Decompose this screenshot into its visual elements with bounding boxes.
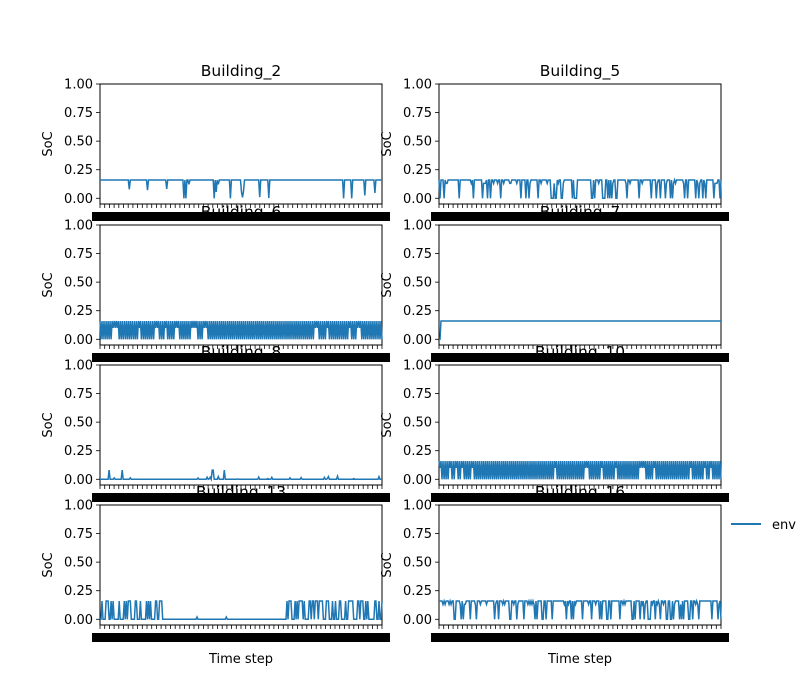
y-tick-label: 0.25 xyxy=(64,584,93,599)
y-tick-label: 0.50 xyxy=(64,135,93,150)
series-line-env xyxy=(438,460,722,480)
y-tick-label: 0.75 xyxy=(403,527,432,542)
subplot-title: Building_16 xyxy=(535,483,625,502)
y-tick-label: 0.75 xyxy=(403,247,432,262)
series-line-env xyxy=(439,598,722,621)
axes-frame xyxy=(438,224,722,346)
x-tick-label-band xyxy=(92,212,390,221)
subplot-title: Building_2 xyxy=(201,62,282,81)
subplot-title: Building_6 xyxy=(201,203,282,222)
y-tick-label: 0.50 xyxy=(403,135,432,150)
y-tick-label: 1.00 xyxy=(64,219,93,234)
x-tick-label-band xyxy=(92,633,390,642)
y-tick-label: 0.75 xyxy=(403,387,432,402)
x-tick-label-band xyxy=(92,353,390,362)
series-line-env xyxy=(438,177,722,200)
y-tick-label: 1.00 xyxy=(64,359,93,374)
y-tick-label: 0.75 xyxy=(64,106,93,121)
y-tick-label: 0.50 xyxy=(403,416,432,431)
y-tick-label: 0.25 xyxy=(403,304,432,319)
y-tick-label: 0.00 xyxy=(403,333,432,348)
subplot-6: 0.00 0.25 0.50 0.75 1.00 SoC Building_10 xyxy=(380,343,729,502)
subplot-5: 0.00 0.25 0.50 0.75 1.00 SoC Building_8 xyxy=(41,343,390,502)
y-tick-label: 0.75 xyxy=(64,527,93,542)
y-tick-label: 0.00 xyxy=(403,613,432,628)
subplot-2: 0.00 0.25 0.50 0.75 1.00 SoC Building_5 xyxy=(380,62,729,221)
y-axis-label: SoC xyxy=(41,131,56,156)
x-tick-label-band xyxy=(431,633,729,642)
y-tick-label: 0.25 xyxy=(403,584,432,599)
y-tick-label: 1.00 xyxy=(64,499,93,514)
y-tick-label: 0.50 xyxy=(403,276,432,291)
x-tick-labels xyxy=(92,204,390,221)
axes-frame xyxy=(99,364,383,486)
y-tick-label: 0.25 xyxy=(403,163,432,178)
x-tick-labels xyxy=(92,345,390,362)
x-tick-labels xyxy=(431,485,729,502)
subplot-4: 0.00 0.25 0.50 0.75 1.00 SoC Building_7 xyxy=(380,203,729,362)
y-tick-label: 1.00 xyxy=(403,359,432,374)
y-tick-label: 1.00 xyxy=(403,499,432,514)
y-tick-label: 0.25 xyxy=(403,444,432,459)
x-tick-label-band xyxy=(92,493,390,502)
y-axis-label: SoC xyxy=(380,272,395,297)
subplot-1: 0.00 0.25 0.50 0.75 1.00 SoC Building_2 xyxy=(41,62,390,221)
y-axis-label: SoC xyxy=(41,272,56,297)
y-tick-label: 0.50 xyxy=(403,556,432,571)
x-tick-labels xyxy=(92,625,390,642)
y-axis-label: SoC xyxy=(380,412,395,437)
y-tick-label: 0.75 xyxy=(64,247,93,262)
subplot-3: 0.00 0.25 0.50 0.75 1.00 SoC Building_6 xyxy=(41,203,390,362)
y-axis-label: SoC xyxy=(380,552,395,577)
y-tick-label: 0.00 xyxy=(64,613,93,628)
subplot-8: 0.00 0.25 0.50 0.75 1.00 SoC Building_16 Time s… xyxy=(380,483,729,667)
y-tick-label: 0.00 xyxy=(64,333,93,348)
subplot-title: Building_10 xyxy=(535,343,625,362)
y-tick-label: 1.00 xyxy=(403,219,432,234)
subplot-7: 0.00 0.25 0.50 0.75 1.00 SoC Building_13 Time s… xyxy=(41,483,390,667)
subplot-grid: 0.00 0.25 0.50 0.75 1.00 SoC Building_2 0.00 0.2… xyxy=(41,62,729,667)
y-tick-label: 0.25 xyxy=(64,163,93,178)
y-axis-label: SoC xyxy=(41,552,56,577)
x-tick-label-band xyxy=(431,212,729,221)
legend-label-env: env xyxy=(772,518,796,533)
subplot-title: Building_8 xyxy=(201,343,282,362)
y-tick-label: 0.00 xyxy=(403,473,432,488)
subplot-title: Building_7 xyxy=(540,203,621,222)
x-tick-labels xyxy=(431,204,729,221)
x-axis-label: Time step xyxy=(547,652,612,667)
y-tick-label: 0.50 xyxy=(64,556,93,571)
series-line-env xyxy=(99,320,383,340)
y-tick-label: 1.00 xyxy=(403,78,432,93)
y-tick-label: 0.75 xyxy=(64,387,93,402)
subplot-title: Building_5 xyxy=(540,62,621,81)
y-tick-label: 0.00 xyxy=(64,473,93,488)
series-line-env xyxy=(100,179,382,199)
series-line-env xyxy=(100,600,383,621)
y-tick-label: 0.50 xyxy=(64,416,93,431)
subplot-title: Building_13 xyxy=(196,483,286,502)
y-tick-label: 0.25 xyxy=(64,304,93,319)
x-tick-labels xyxy=(92,485,390,502)
legend: env xyxy=(731,518,796,533)
x-tick-label-band xyxy=(431,493,729,502)
y-axis-label: SoC xyxy=(380,131,395,156)
series-line-env xyxy=(100,469,382,482)
y-tick-label: 1.00 xyxy=(64,78,93,93)
y-tick-label: 0.50 xyxy=(64,276,93,291)
y-tick-label: 0.00 xyxy=(64,192,93,207)
x-tick-labels xyxy=(431,345,729,362)
x-tick-labels xyxy=(431,625,729,642)
y-tick-label: 0.00 xyxy=(403,192,432,207)
y-tick-label: 0.25 xyxy=(64,444,93,459)
y-tick-label: 0.75 xyxy=(403,106,432,121)
x-axis-label: Time step xyxy=(208,652,273,667)
y-axis-label: SoC xyxy=(41,412,56,437)
series-line-env xyxy=(439,320,721,341)
x-tick-label-band xyxy=(431,353,729,362)
